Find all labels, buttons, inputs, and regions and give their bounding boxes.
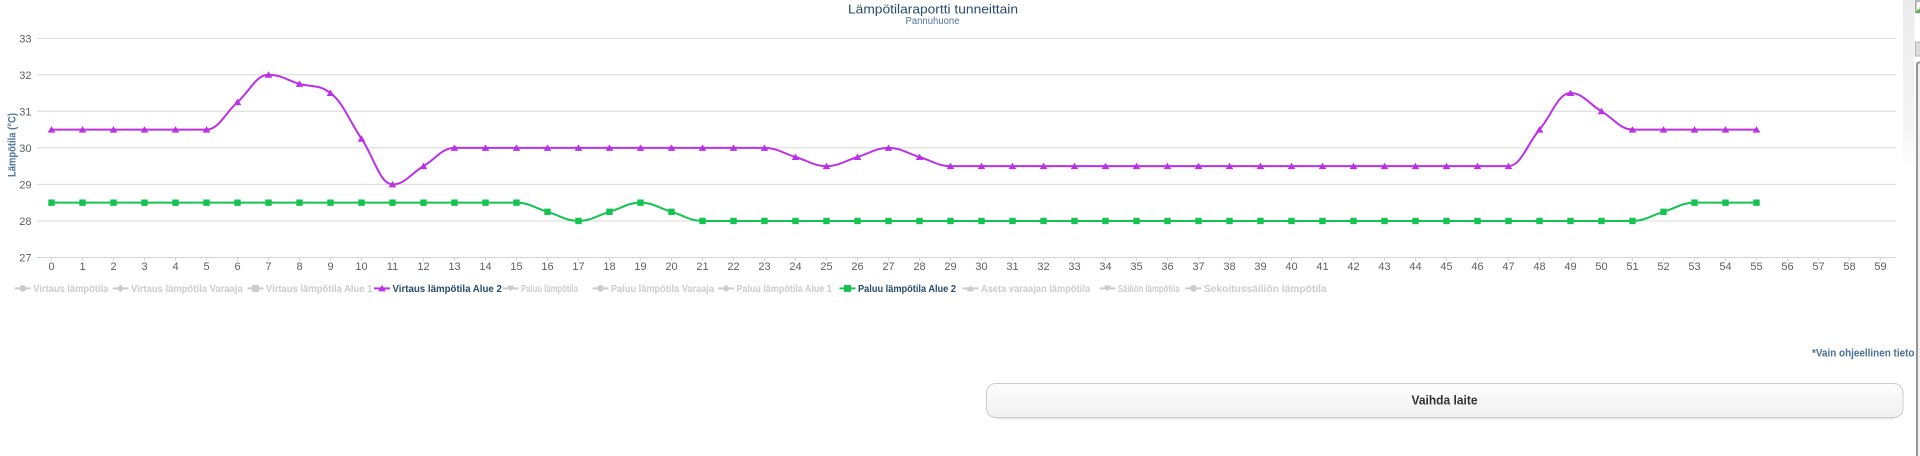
svg-text:43: 43 xyxy=(1378,261,1390,273)
svg-text:Aseta varaajan lämpötila: Aseta varaajan lämpötila xyxy=(981,283,1090,295)
svg-text:25: 25 xyxy=(820,261,832,273)
svg-text:31: 31 xyxy=(19,107,31,119)
svg-text:32: 32 xyxy=(19,70,31,82)
svg-text:45: 45 xyxy=(1440,261,1452,273)
svg-text:Pannuhuone: Pannuhuone xyxy=(906,16,960,27)
svg-text:59: 59 xyxy=(1874,261,1886,273)
svg-text:33: 33 xyxy=(1068,261,1080,273)
svg-text:Vaihda laite: Vaihda laite xyxy=(1412,393,1478,408)
svg-text:49: 49 xyxy=(1564,261,1576,273)
svg-text:Paluu lämpötila Alue 2: Paluu lämpötila Alue 2 xyxy=(858,283,956,295)
svg-text:31: 31 xyxy=(1006,261,1018,273)
svg-text:54: 54 xyxy=(1719,261,1731,273)
svg-text:27: 27 xyxy=(19,253,31,265)
svg-text:56: 56 xyxy=(1781,261,1793,273)
svg-text:4: 4 xyxy=(172,261,178,273)
svg-text:40: 40 xyxy=(1285,261,1297,273)
svg-text:19: 19 xyxy=(634,261,646,273)
svg-text:28: 28 xyxy=(913,261,925,273)
svg-text:6: 6 xyxy=(234,261,240,273)
svg-text:53: 53 xyxy=(1688,261,1700,273)
svg-text:Virtaus lämpötila Alue 2: Virtaus lämpötila Alue 2 xyxy=(393,283,503,295)
svg-text:33: 33 xyxy=(19,33,31,45)
svg-text:23: 23 xyxy=(758,261,770,273)
svg-text:48: 48 xyxy=(1533,261,1545,273)
svg-text:36: 36 xyxy=(1161,261,1173,273)
svg-text:50: 50 xyxy=(1595,261,1607,273)
svg-text:34: 34 xyxy=(1099,261,1111,273)
svg-text:Paluu lämpötila Varaaja: Paluu lämpötila Varaaja xyxy=(611,283,714,295)
svg-text:Virtaus lämpötila: Virtaus lämpötila xyxy=(33,283,108,295)
svg-text:47: 47 xyxy=(1502,261,1514,273)
svg-text:1: 1 xyxy=(79,261,85,273)
svg-text:Paluu lämpötila Alue 1: Paluu lämpötila Alue 1 xyxy=(737,283,832,295)
svg-text:12: 12 xyxy=(417,261,429,273)
svg-text:Lämpötila (°C): Lämpötila (°C) xyxy=(7,113,19,177)
svg-text:30: 30 xyxy=(19,143,31,155)
svg-text:*Vain ohjeellinen tieto: *Vain ohjeellinen tieto xyxy=(1812,348,1915,360)
svg-text:32: 32 xyxy=(1037,261,1049,273)
svg-text:13: 13 xyxy=(448,261,460,273)
svg-text:2: 2 xyxy=(110,261,116,273)
svg-text:39: 39 xyxy=(1254,261,1266,273)
svg-text:46: 46 xyxy=(1471,261,1483,273)
svg-text:18: 18 xyxy=(603,261,615,273)
svg-text:9: 9 xyxy=(327,261,333,273)
svg-text:3: 3 xyxy=(141,261,147,273)
svg-text:Paluu lämpötila: Paluu lämpötila xyxy=(521,283,578,295)
svg-text:Lämpötilaraportti tunneittain: Lämpötilaraportti tunneittain xyxy=(848,3,1018,17)
svg-text:8: 8 xyxy=(296,261,302,273)
svg-text:10: 10 xyxy=(355,261,367,273)
svg-text:52: 52 xyxy=(1657,261,1669,273)
svg-text:28: 28 xyxy=(19,216,31,228)
svg-text:11: 11 xyxy=(387,261,398,273)
svg-text:Säiliön lämpötila: Säiliön lämpötila xyxy=(1118,283,1180,295)
svg-text:22: 22 xyxy=(727,261,739,273)
svg-text:29: 29 xyxy=(944,261,956,273)
svg-text:51: 51 xyxy=(1626,261,1638,273)
svg-text:30: 30 xyxy=(975,261,987,273)
svg-text:24: 24 xyxy=(789,261,801,273)
svg-text:42: 42 xyxy=(1347,261,1359,273)
svg-text:21: 21 xyxy=(696,261,708,273)
svg-text:17: 17 xyxy=(572,261,584,273)
svg-text:7: 7 xyxy=(265,261,271,273)
svg-text:Virtaus lämpötila Varaaja: Virtaus lämpötila Varaaja xyxy=(131,283,243,295)
svg-text:58: 58 xyxy=(1843,261,1855,273)
svg-text:38: 38 xyxy=(1223,261,1235,273)
svg-text:57: 57 xyxy=(1812,261,1824,273)
svg-text:Virtaus lämpötila Alue 1: Virtaus lämpötila Alue 1 xyxy=(266,283,373,295)
svg-text:29: 29 xyxy=(19,180,31,192)
svg-text:0: 0 xyxy=(48,261,54,273)
svg-text:26: 26 xyxy=(851,261,863,273)
svg-text:41: 41 xyxy=(1316,261,1328,273)
svg-text:15: 15 xyxy=(510,261,522,273)
svg-text:44: 44 xyxy=(1409,261,1421,273)
svg-text:35: 35 xyxy=(1130,261,1142,273)
svg-text:16: 16 xyxy=(541,261,553,273)
svg-text:20: 20 xyxy=(665,261,677,273)
svg-text:37: 37 xyxy=(1192,261,1204,273)
svg-text:55: 55 xyxy=(1750,261,1762,273)
svg-text:5: 5 xyxy=(203,261,209,273)
svg-text:27: 27 xyxy=(882,261,894,273)
svg-text:14: 14 xyxy=(479,261,491,273)
svg-text:Sekoitussäiliön lämpötila: Sekoitussäiliön lämpötila xyxy=(1204,283,1327,295)
